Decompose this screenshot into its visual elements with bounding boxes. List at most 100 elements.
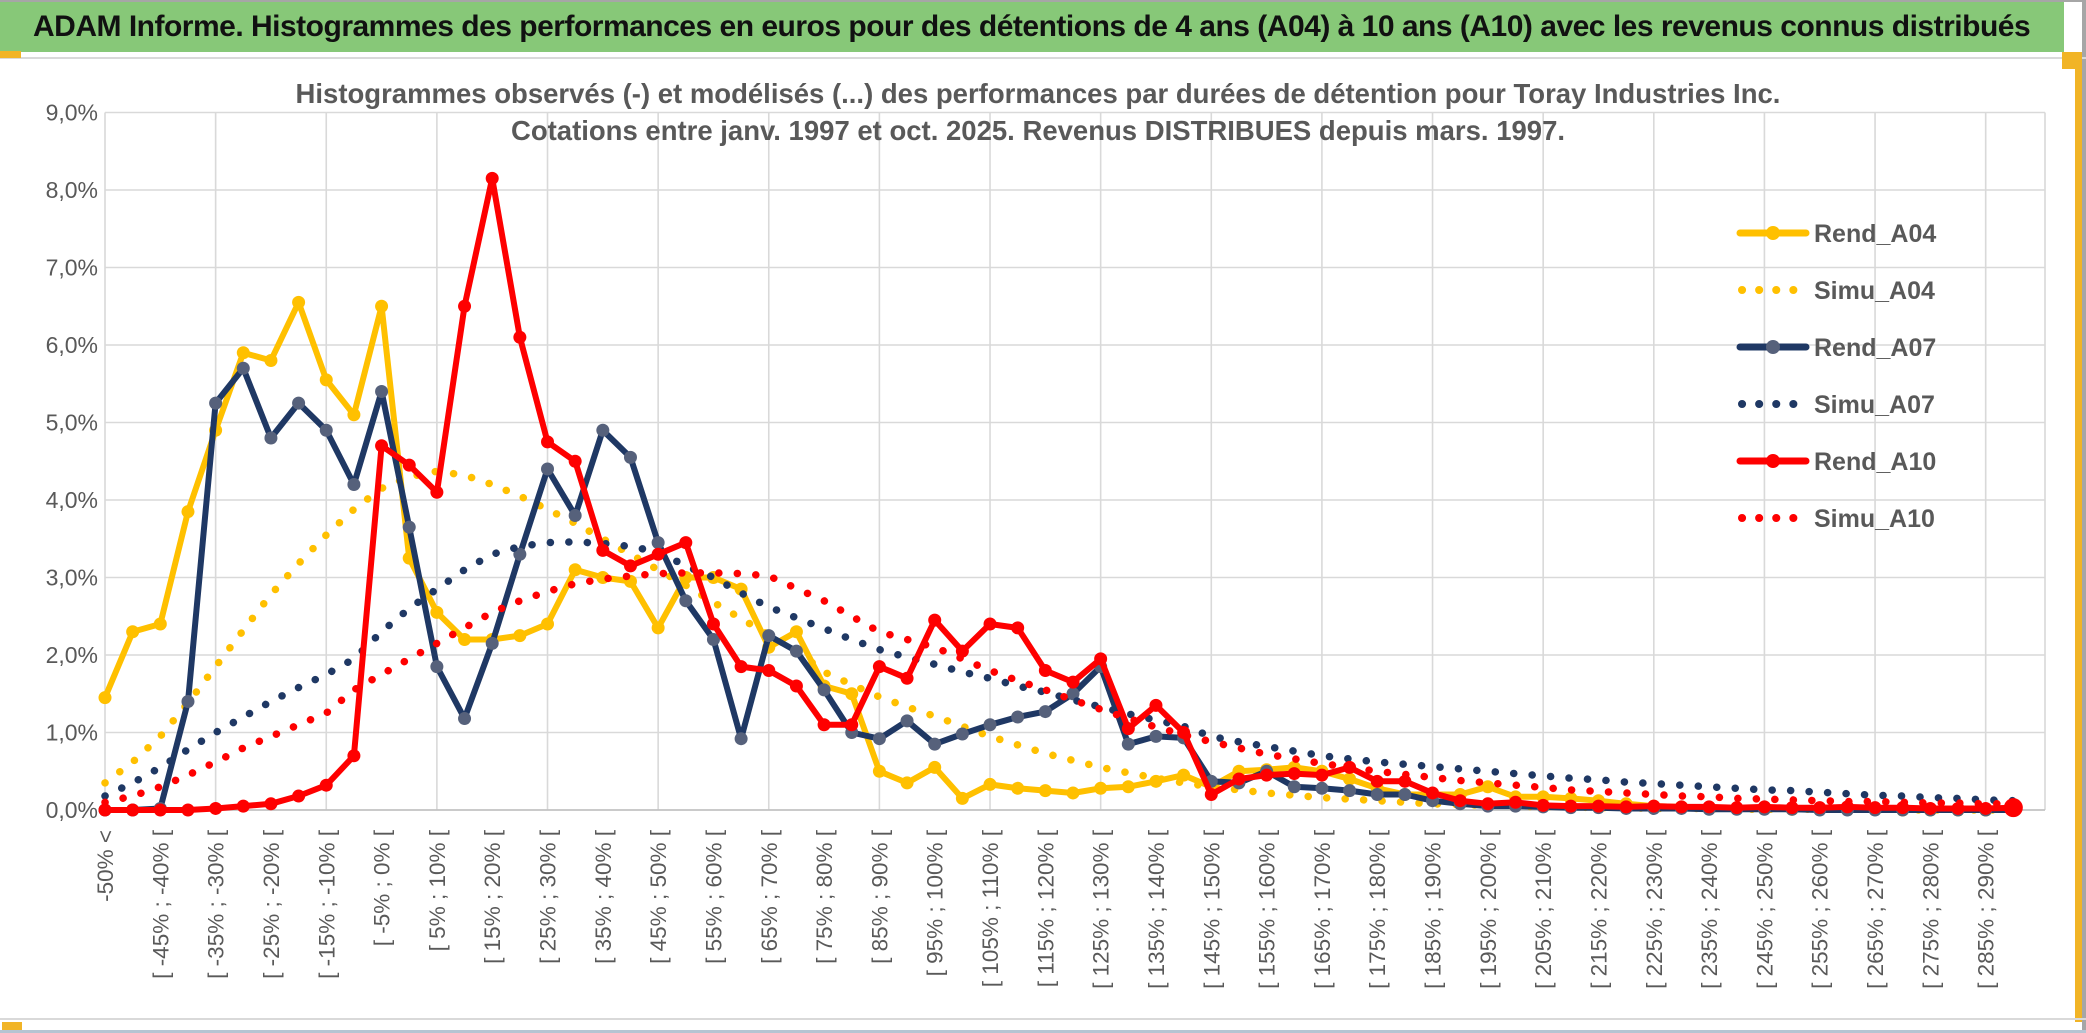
y-axis-label: 0,0% — [46, 797, 98, 823]
data-point-marker — [375, 385, 389, 398]
x-axis-label: [ -25% ; -20% [ — [259, 829, 284, 979]
data-point-marker — [402, 520, 416, 534]
data-point-marker — [402, 458, 416, 472]
chart-title: Histogrammes observés (-) et modélisés (… — [296, 78, 1781, 146]
data-point-marker — [1426, 786, 1440, 800]
legend-item-Simu_A07[interactable]: Simu_A07 — [1738, 391, 1935, 419]
data-point-marker — [872, 764, 886, 778]
y-axis-label: 6,0% — [46, 332, 98, 358]
x-axis-label: -50% < — [93, 830, 118, 902]
data-point-marker — [651, 547, 665, 561]
legend-marker-sample — [1766, 454, 1780, 468]
data-point-marker — [126, 625, 140, 639]
x-axis-label: [ 105% ; 110% [ — [978, 829, 1003, 987]
x-axis-label: [ 85% ; 90% [ — [867, 829, 892, 964]
x-axis-label: [ 265% ; 270% [ — [1863, 829, 1888, 989]
data-point-marker — [292, 396, 306, 410]
data-point-marker — [1066, 675, 1080, 689]
data-point-marker — [98, 691, 112, 705]
data-point-marker — [1287, 767, 1301, 781]
data-point-marker — [1536, 798, 1550, 812]
data-point-marker — [541, 617, 555, 631]
data-point-marker — [541, 435, 555, 449]
x-axis-label: [ 95% ; 100% [ — [923, 829, 948, 976]
data-point-marker — [789, 625, 803, 639]
data-point-marker — [955, 727, 969, 741]
data-point-marker — [928, 760, 942, 774]
data-point-marker — [1923, 801, 1937, 815]
data-point-marker — [1343, 772, 1357, 786]
data-point-marker — [817, 683, 831, 697]
data-point-marker — [872, 732, 886, 746]
data-point-marker — [181, 505, 195, 519]
data-point-marker — [1149, 729, 1163, 743]
x-axis-label: [ 75% ; 80% [ — [812, 829, 837, 964]
data-point-marker — [651, 536, 665, 550]
x-axis-label: [ 135% ; 140% [ — [1144, 829, 1169, 989]
data-point-marker — [1813, 801, 1827, 815]
x-axis-label: [ 185% ; 190% [ — [1421, 829, 1446, 989]
data-point-marker — [623, 450, 637, 464]
series-Simu_A10 — [101, 569, 2018, 808]
data-point-marker — [513, 629, 527, 643]
top-edge-line — [0, 0, 2086, 2]
data-point-marker — [264, 797, 278, 811]
x-axis-label: [ 285% ; 290% [ — [1974, 829, 1999, 989]
legend-label: Rend_A04 — [1814, 220, 1936, 248]
x-axis-label: [ 235% ; 240% [ — [1697, 829, 1722, 989]
data-point-marker — [209, 801, 223, 815]
data-point-marker — [734, 732, 748, 746]
y-axis-label: 5,0% — [46, 410, 98, 436]
chart-title-line1: Histogrammes observés (-) et modélisés (… — [296, 78, 1781, 109]
x-axis-label: [ -15% ; -10% [ — [314, 829, 339, 979]
legend-item-Rend_A07[interactable]: Rend_A07 — [1736, 334, 1936, 362]
series-Rend_A07 — [98, 361, 2020, 817]
data-point-marker — [98, 803, 112, 817]
x-axis-label: [ 25% ; 30% [ — [536, 829, 561, 964]
data-point-marker — [292, 789, 306, 803]
x-axis-label: [ 5% ; 10% [ — [425, 829, 450, 951]
x-axis-label: [ 195% ; 200% [ — [1476, 829, 1501, 989]
data-point-marker — [1509, 795, 1523, 809]
dotted-line — [101, 467, 2018, 814]
data-point-marker — [1481, 797, 1495, 811]
data-point-marker — [1343, 784, 1357, 798]
data-point-marker — [789, 644, 803, 658]
legend-item-Rend_A10[interactable]: Rend_A10 — [1736, 448, 1936, 476]
legend-item-Simu_A04[interactable]: Simu_A04 — [1738, 277, 1935, 305]
data-point-marker — [458, 299, 472, 313]
x-axis-label: [ -5% ; 0% [ — [370, 829, 395, 946]
data-point-marker — [596, 543, 610, 557]
data-point-marker — [679, 536, 693, 550]
legend-item-Simu_A10[interactable]: Simu_A10 — [1738, 505, 1935, 533]
data-point-marker — [1730, 801, 1744, 815]
data-point-marker — [845, 718, 859, 732]
data-point-marker — [1453, 794, 1467, 808]
data-point-marker — [1315, 781, 1329, 795]
data-point-marker — [817, 718, 831, 732]
data-point-marker — [1619, 800, 1633, 814]
data-point-marker — [2003, 798, 2023, 818]
data-point-marker — [264, 354, 278, 367]
x-axis-label: [ 155% ; 160% [ — [1255, 829, 1280, 989]
data-point-marker — [762, 629, 776, 643]
data-point-marker — [1038, 705, 1052, 719]
data-point-marker — [458, 712, 472, 726]
data-point-marker — [347, 408, 361, 422]
bottom-separator-line — [0, 1018, 2086, 1020]
data-point-marker — [900, 714, 914, 728]
data-point-marker — [181, 695, 195, 708]
data-point-marker — [1232, 772, 1246, 786]
legend-label: Simu_A07 — [1814, 391, 1935, 419]
data-point-marker — [347, 749, 361, 763]
data-point-marker — [236, 799, 250, 813]
legend-item-Rend_A04[interactable]: Rend_A04 — [1736, 220, 1936, 248]
data-point-marker — [1564, 799, 1578, 813]
data-point-marker — [983, 718, 997, 732]
data-point-marker — [181, 803, 195, 817]
x-axis-label: [ 45% ; 50% [ — [646, 829, 671, 964]
data-point-marker — [375, 299, 389, 313]
legend-marker-sample — [1766, 226, 1780, 240]
